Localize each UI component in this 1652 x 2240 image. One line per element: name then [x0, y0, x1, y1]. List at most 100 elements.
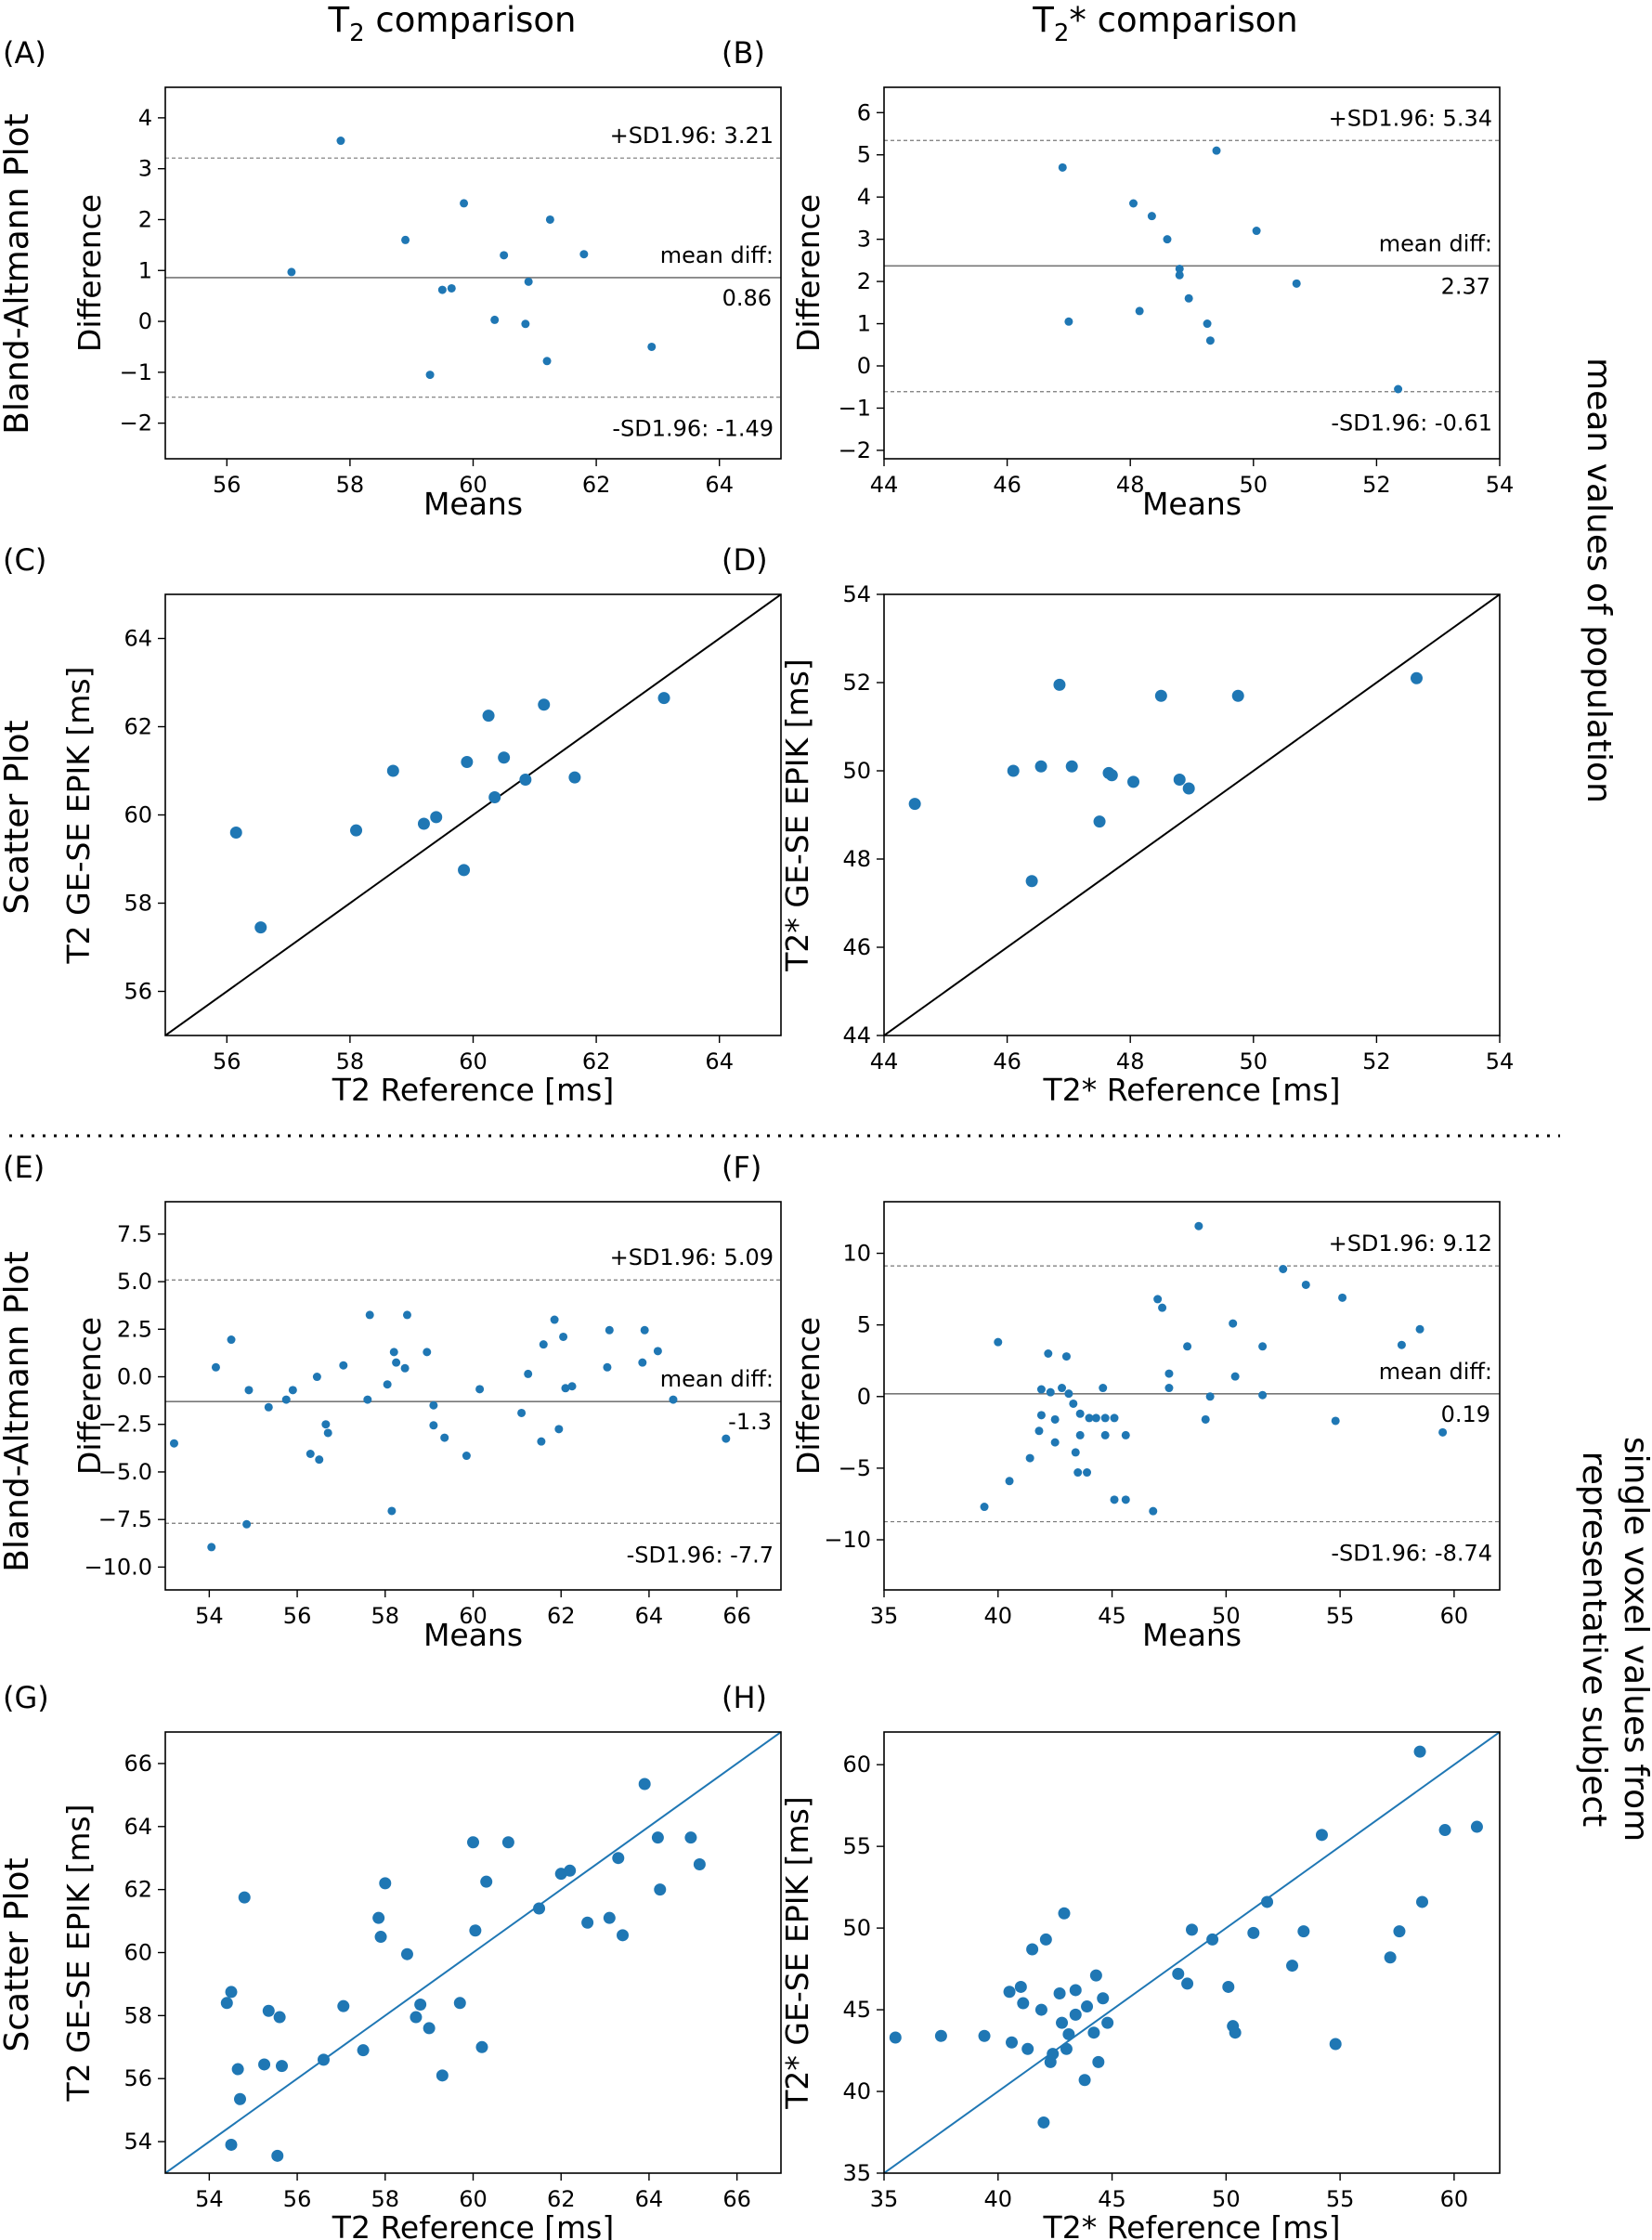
data-point	[521, 319, 530, 329]
panel-d: (D) 44 46 48 50 52 54 44 46 48 50 52 54 T2* Reference…	[722, 542, 1514, 1108]
y-tick-label: 58	[124, 2002, 152, 2028]
data-point	[722, 1434, 731, 1443]
data-point	[417, 817, 430, 830]
data-point	[337, 1999, 350, 2012]
y-tick-label: 10	[842, 1241, 871, 1267]
data-point	[1069, 2008, 1082, 2021]
data-point	[1101, 2016, 1114, 2029]
y-tick-label: −2	[120, 410, 152, 436]
data-point	[1110, 1413, 1119, 1423]
data-point	[414, 1998, 427, 2011]
lower-limit-label: -SD1.96: -7.7	[627, 1542, 774, 1568]
x-tick-label: 35	[870, 1603, 899, 1629]
data-point	[638, 1778, 651, 1791]
y-tick-label: 60	[124, 1940, 152, 1966]
identity-line	[165, 594, 781, 1035]
y-tick-label: 56	[124, 2065, 152, 2091]
data-point	[401, 235, 410, 244]
plot-frame	[883, 593, 1501, 1036]
data-point	[254, 921, 267, 934]
data-point	[238, 1891, 251, 1904]
data-point	[1247, 1926, 1260, 1939]
data-point	[357, 2044, 370, 2057]
data-point	[1078, 2074, 1091, 2087]
y-tick-label: −10	[824, 1527, 871, 1553]
data-point	[400, 1363, 410, 1373]
mean-diff-value: 2.37	[1441, 273, 1490, 299]
x-tick-label: 58	[336, 472, 365, 498]
data-point	[312, 1373, 321, 1382]
data-point	[1034, 1426, 1044, 1436]
data-point	[1100, 1413, 1110, 1423]
x-tick-label: 46	[993, 1048, 1021, 1074]
data-point	[336, 137, 345, 146]
data-point	[460, 199, 469, 208]
data-point	[227, 1335, 236, 1345]
data-point	[287, 267, 296, 277]
y-axis-label: T2* GE-SE EPIK [ms]	[779, 658, 815, 971]
data-point	[1438, 1427, 1448, 1437]
y-tick-label: 40	[842, 2078, 871, 2104]
data-point	[1058, 1384, 1067, 1393]
y-tick-label: 52	[842, 670, 871, 696]
data-point	[258, 2058, 271, 2071]
data-point	[1064, 1389, 1073, 1399]
data-point	[1175, 270, 1184, 280]
y-tick-label: 1	[857, 311, 871, 337]
data-point	[1081, 2000, 1094, 2013]
x-tick-label: 66	[722, 2186, 751, 2212]
data-point	[1017, 1997, 1030, 2010]
y-tick-label: −7.5	[98, 1506, 152, 1532]
data-point	[423, 2022, 436, 2035]
upper-limit-label: +SD1.96: 5.09	[610, 1244, 774, 1270]
data-point	[654, 1883, 667, 1896]
row-label-scatter-top: Scatter Plot	[0, 720, 36, 914]
x-tick-label: 58	[336, 1048, 365, 1074]
y-tick-label: 0.0	[117, 1364, 152, 1390]
data-point	[550, 1315, 559, 1324]
data-point	[1062, 2027, 1075, 2040]
x-axis-label: Means	[1142, 486, 1242, 522]
data-point	[389, 1348, 398, 1357]
data-point	[1329, 2038, 1342, 2051]
data-point	[693, 1858, 706, 1870]
data-point	[1073, 1468, 1083, 1478]
data-point	[1410, 671, 1423, 684]
data-point	[244, 1386, 254, 1395]
panel-tag: (D)	[722, 542, 768, 578]
y-tick-label: 45	[842, 1997, 871, 2023]
panel-tag: (E)	[3, 1150, 45, 1185]
data-point	[1258, 1390, 1268, 1400]
data-point	[383, 1380, 392, 1389]
x-tick-label: 40	[984, 1603, 1013, 1629]
data-point	[317, 2053, 330, 2066]
y-tick-label: 4	[138, 105, 152, 131]
data-point	[1006, 2036, 1019, 2049]
data-point	[234, 2092, 247, 2105]
data-point	[1175, 264, 1184, 273]
data-point	[1036, 1411, 1046, 1420]
data-point	[429, 1421, 438, 1430]
data-point	[603, 1362, 612, 1372]
x-tick-label: 50	[1212, 1603, 1241, 1629]
y-tick-label: 54	[124, 2129, 152, 2155]
plot-frame	[883, 1201, 1501, 1591]
data-point	[640, 1325, 649, 1335]
x-axis-label: T2 Reference [ms]	[332, 1072, 614, 1108]
data-point	[519, 774, 532, 786]
row-label-scatter-bottom: Scatter Plot	[0, 1857, 36, 2051]
data-point	[480, 1875, 493, 1888]
mean-diff-label: mean diff:	[660, 242, 774, 268]
y-tick-label: 5	[857, 1312, 871, 1338]
y-tick-label: 3	[857, 227, 871, 253]
data-point	[934, 2029, 947, 2042]
x-tick-label: 50	[1240, 1048, 1268, 1074]
mean-diff-value: 0.86	[722, 285, 772, 311]
data-point	[1205, 1392, 1215, 1401]
data-point	[1297, 1925, 1310, 1938]
x-tick-label: 48	[1116, 1048, 1145, 1074]
data-point	[1147, 212, 1156, 221]
data-point	[1154, 689, 1167, 702]
x-tick-label: 62	[547, 2186, 576, 2212]
data-point	[1194, 1221, 1203, 1231]
